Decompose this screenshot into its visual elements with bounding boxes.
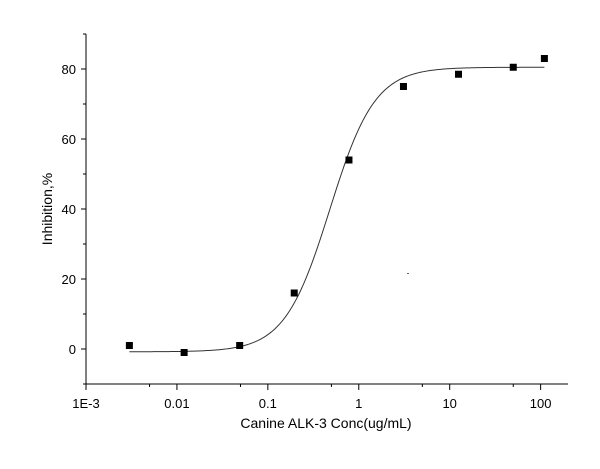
data-point bbox=[290, 289, 298, 297]
y-axis-ticks: 0 20 40 60 80 bbox=[62, 33, 86, 385]
x-tick-label: 0.1 bbox=[259, 396, 277, 411]
data-point bbox=[125, 342, 133, 349]
data-point bbox=[345, 156, 353, 164]
y-axis-title: Inhibition,% bbox=[39, 173, 55, 245]
plot-area: 0 20 40 60 80 1E-3 0.01 0.1 1 10 100 bbox=[62, 33, 568, 411]
x-tick-label: 1 bbox=[355, 396, 362, 411]
fit-curve bbox=[129, 66, 545, 353]
data-point bbox=[399, 83, 407, 90]
y-tick-label: 0 bbox=[69, 342, 76, 357]
x-tick-label: 10 bbox=[442, 396, 456, 411]
x-tick-label: 1E-3 bbox=[72, 396, 99, 411]
y-tick-label: 80 bbox=[62, 62, 76, 77]
data-points bbox=[125, 55, 548, 356]
data-point bbox=[509, 63, 517, 71]
data-point bbox=[455, 70, 463, 78]
x-tick-label: 100 bbox=[530, 396, 552, 411]
stray-speck bbox=[407, 273, 409, 274]
y-tick-label: 20 bbox=[62, 272, 76, 287]
data-point bbox=[540, 55, 548, 62]
data-point bbox=[180, 349, 188, 356]
y-tick-label: 40 bbox=[62, 202, 76, 217]
x-axis-ticks: 1E-3 0.01 0.1 1 10 100 bbox=[72, 384, 551, 411]
data-point bbox=[236, 342, 244, 349]
y-tick-label: 60 bbox=[62, 132, 76, 147]
x-tick-label: 0.01 bbox=[164, 396, 189, 411]
x-axis-title: Canine ALK-3 Conc(ug/mL) bbox=[240, 415, 411, 431]
